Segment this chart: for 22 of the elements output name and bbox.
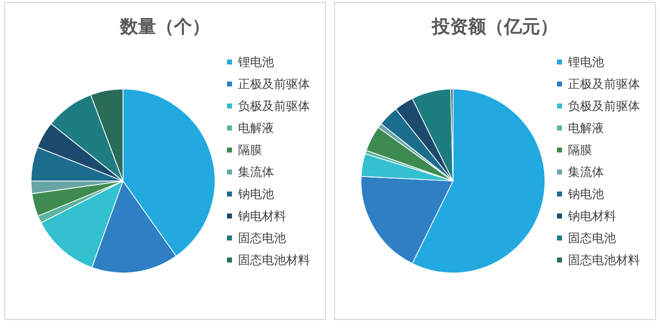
legend-label: 钠电池	[237, 187, 274, 201]
legend-label: 隔膜	[568, 143, 592, 157]
legend-label: 隔膜	[238, 143, 262, 157]
legend-label: 电解液	[238, 121, 274, 135]
legend-label: 固态电池材料	[568, 253, 640, 267]
legend-label: 集流体	[238, 165, 274, 179]
legend-label: 固态电池材料	[238, 253, 310, 267]
legend-label: 集流体	[568, 165, 604, 179]
legend-label: 负极及前驱体	[238, 99, 310, 113]
chart-title: 投资额（亿元）	[431, 16, 558, 38]
chart-title: 数量（个）	[119, 16, 210, 38]
legend-label: 负极及前驱体	[568, 99, 640, 113]
legend-label: 电解液	[568, 121, 604, 135]
legend-label: 正极及前驱体	[238, 77, 310, 91]
legend-label: 钠电池	[567, 187, 604, 201]
legend-label: 锂电池	[237, 55, 274, 69]
legend-label: 钠电材料	[567, 209, 616, 223]
legend-label: 固态电池	[238, 231, 286, 245]
legend-label: 正极及前驱体	[568, 77, 640, 91]
legend-label: 固态电池	[568, 231, 616, 245]
legend-label: 锂电池	[567, 55, 604, 69]
legend-label: 钠电材料	[237, 209, 286, 223]
